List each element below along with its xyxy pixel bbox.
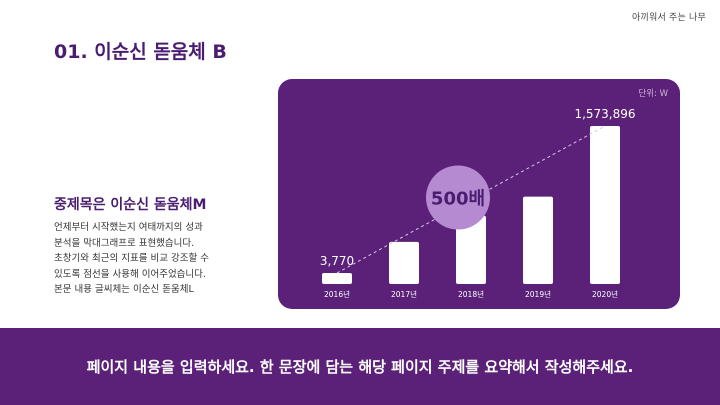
description-line: 본문 내용 글씨체는 이순신 돋움체L xyxy=(54,284,194,295)
sub-heading: 중제목은 이순신 돋움체M xyxy=(54,197,207,213)
page-title: 01. 이순신 돋움체 B xyxy=(54,41,227,63)
bar xyxy=(389,241,419,284)
bar xyxy=(456,215,486,284)
description-block: 언제부터 시작했는지 여태까지의 성과 분석을 막대그래프로 표현했습니다. 초… xyxy=(54,220,269,298)
x-tick-label: 2018년 xyxy=(458,289,484,299)
description-line: 언제부터 시작했는지 여태까지의 성과 xyxy=(54,222,203,233)
footer-text: 페이지 내용을 입력하세요. 한 문장에 담는 해당 페이지 주제를 요약해서 … xyxy=(86,358,634,376)
bar-chart: 2016년 2017년 2018년 2019년 2020년 3,770 1,573,896 5… xyxy=(320,107,636,299)
footer-band: 페이지 내용을 입력하세요. 한 문장에 담는 해당 페이지 주제를 요약해서 … xyxy=(0,328,720,405)
badge-label: 500배 xyxy=(431,189,485,210)
x-tick-label: 2020년 xyxy=(592,289,618,299)
badge-circle xyxy=(426,165,490,230)
description-line: 초창기와 최근의 지표를 비교 강조할 수 xyxy=(54,253,209,264)
description-line: 있도록 점선을 사용해 이어주었습니다. xyxy=(54,268,206,280)
description-line: 분석을 막대그래프로 표현했습니다. xyxy=(54,237,195,249)
bar xyxy=(590,126,620,284)
bar xyxy=(322,273,352,284)
data-label: 1,573,896 xyxy=(574,107,635,121)
x-tick-label: 2019년 xyxy=(525,289,551,299)
x-tick-label: 2017년 xyxy=(391,289,417,299)
bar xyxy=(523,196,553,284)
data-label: 3,770 xyxy=(320,254,354,268)
brand-name: 아끼워서 주는 나무 xyxy=(632,13,706,23)
unit-label: 단위: W xyxy=(638,89,668,99)
chart-panel: 단위: W 2016년 2017년 2018년 2019년 2020년 3,770 1,57… xyxy=(278,79,680,309)
x-tick-label: 2016년 xyxy=(324,289,350,299)
